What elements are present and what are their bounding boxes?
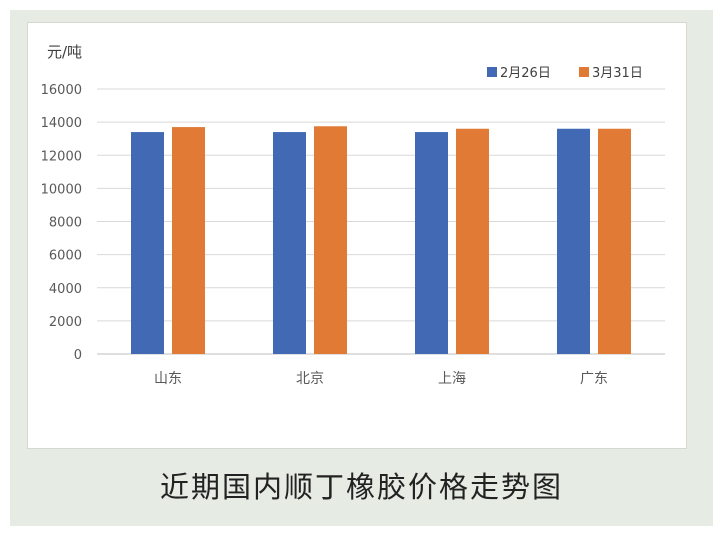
y-tick-label: 10000 (41, 182, 82, 197)
bars (131, 126, 631, 354)
legend-swatch (579, 67, 589, 77)
y-tick-label: 8000 (49, 216, 82, 231)
category-label: 山东 (154, 371, 182, 387)
y-tick-label: 14000 (41, 116, 82, 131)
bar-series2 (172, 127, 205, 354)
y-axis-unit-label: 元/吨 (47, 43, 82, 61)
bar-series1 (415, 132, 448, 354)
bar-series2 (314, 126, 347, 354)
figure-caption: 近期国内顺丁橡胶价格走势图 (159, 470, 563, 504)
bar-series2 (456, 128, 489, 354)
category-labels: 山东 北京 上海 广东 (154, 371, 608, 387)
y-tick-label: 12000 (41, 149, 82, 164)
bar-series1 (131, 132, 164, 354)
bar-series1 (273, 132, 306, 354)
legend-label: 3月31日 (592, 66, 643, 81)
y-tick-label: 6000 (49, 249, 82, 264)
y-tick-label: 4000 (49, 282, 82, 297)
category-label: 广东 (580, 371, 608, 387)
y-tick-label: 2000 (49, 315, 82, 330)
y-tick-label: 0 (74, 348, 82, 363)
y-tick-label: 16000 (41, 83, 82, 98)
legend-label: 2月26日 (500, 66, 551, 81)
category-label: 北京 (296, 371, 324, 387)
y-tick-labels: 0 2000 4000 6000 8000 10000 12000 14000 16000 (41, 83, 82, 363)
category-label: 上海 (438, 371, 466, 387)
bar-series1 (557, 128, 590, 354)
legend-swatch (487, 67, 497, 77)
legend: 2月26日 3月31日 (487, 66, 643, 81)
bar-series2 (598, 128, 631, 354)
